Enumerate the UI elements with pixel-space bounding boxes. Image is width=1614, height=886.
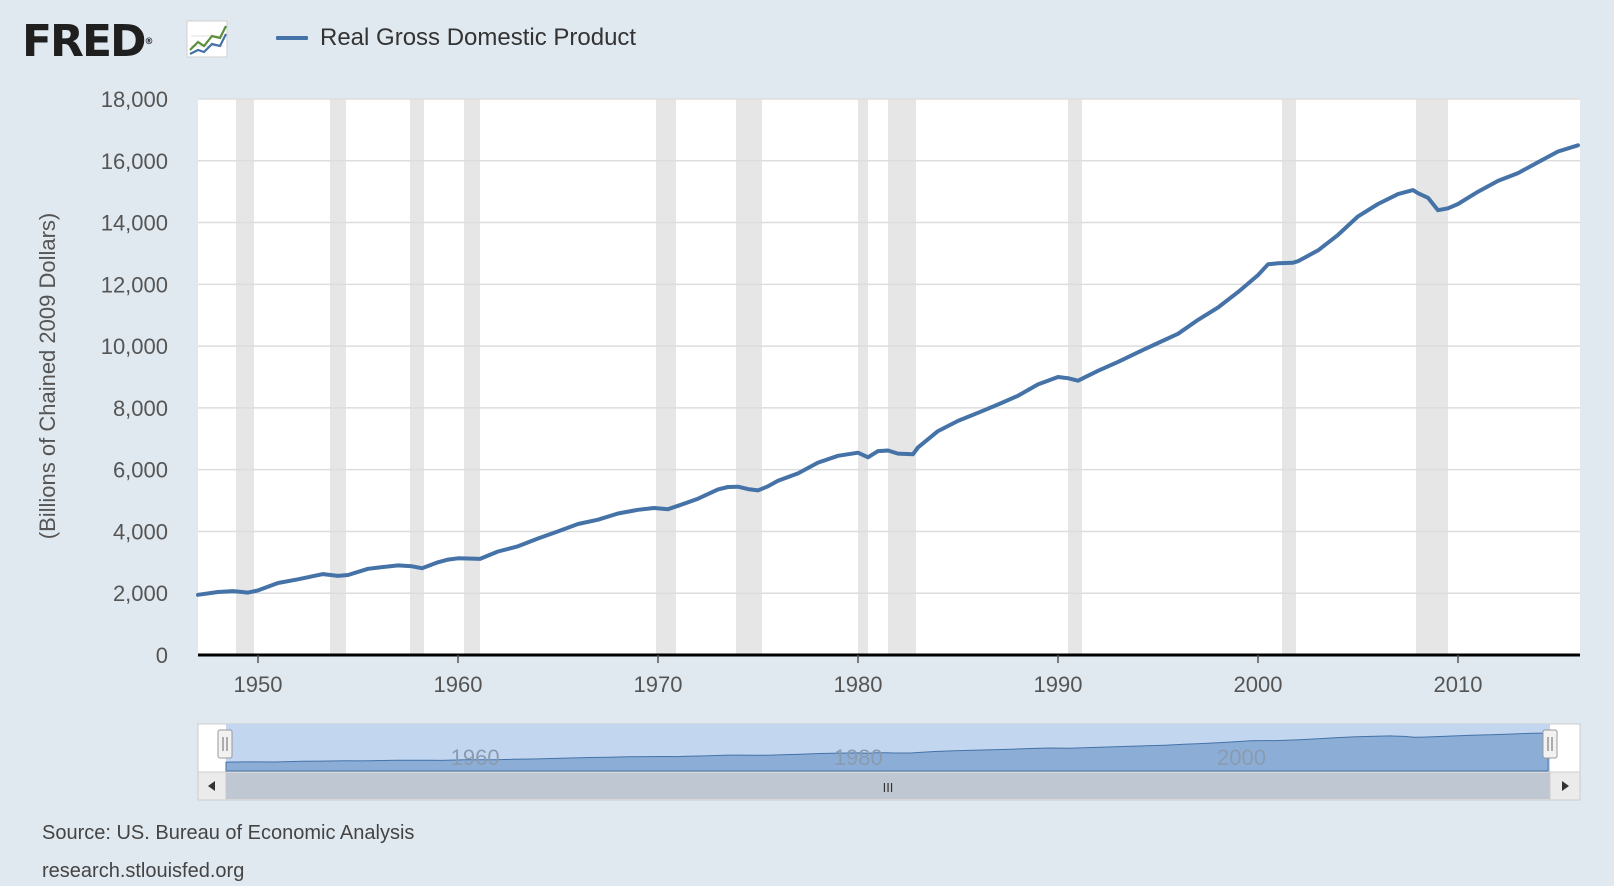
y-axis-ticks: 0 2,000 4,000 6,000 8,000 10,000 12,000 14,000 1… (101, 87, 168, 668)
y-tick-label: 6,000 (113, 458, 168, 483)
series-layer (196, 143, 1580, 597)
x-tick-label: 1960 (434, 672, 483, 697)
y-tick-label: 8,000 (113, 396, 168, 421)
y-tick-label: 18,000 (101, 87, 168, 112)
logo-text: FRED (22, 16, 147, 67)
recession-shading (236, 99, 1448, 655)
recession-band (330, 99, 346, 655)
fred-logo[interactable]: FRED® (22, 20, 154, 64)
recession-band (858, 99, 868, 655)
x-axis-ticks: 1950 1960 1970 1980 1990 2000 2010 (234, 655, 1483, 697)
legend-series-label: Real Gross Domestic Product (320, 24, 637, 51)
recession-band (656, 99, 676, 655)
navigator-left-handle[interactable] (217, 729, 233, 759)
legend-series-swatch (276, 36, 308, 40)
site-link[interactable]: research.stlouisfed.org (42, 860, 245, 882)
y-tick-label: 0 (156, 643, 168, 668)
x-tick-label: 1980 (834, 672, 883, 697)
chevron-right-icon (1562, 781, 1569, 791)
y-tick-label: 4,000 (113, 519, 168, 544)
recession-band (236, 99, 254, 655)
x-tick-label: 1970 (634, 672, 683, 697)
recession-band (1068, 99, 1082, 655)
x-tick-label: 1990 (1034, 672, 1083, 697)
scroll-left-button[interactable] (197, 771, 227, 801)
navigator-series-area (225, 732, 1549, 772)
recession-band (736, 99, 762, 655)
recession-band (888, 99, 916, 655)
series-line-real-gdp[interactable] (196, 143, 1580, 597)
navigator-year-label: 2000 (1217, 745, 1266, 770)
navigator-year-label: 1960 (451, 745, 500, 770)
y-tick-label: 12,000 (101, 272, 168, 297)
recession-band (1416, 99, 1448, 655)
chart-legend[interactable]: Real Gross Domestic Product (276, 24, 636, 52)
logo-registered-mark: ® (144, 37, 154, 47)
range-navigator[interactable]: 1960 1980 2000 III (0, 0, 1614, 820)
scrollbar-grip: III (883, 780, 894, 795)
y-tick-label: 14,000 (101, 211, 168, 236)
navigator-right-handle[interactable] (1542, 729, 1558, 759)
y-tick-label: 10,000 (101, 334, 168, 359)
recession-band (464, 99, 480, 655)
scrollbar-thumb[interactable] (226, 773, 1550, 799)
fred-graph-icon (186, 20, 228, 58)
x-tick-label: 1950 (234, 672, 283, 697)
x-tick-label: 2010 (1434, 672, 1483, 697)
y-tick-label: 2,000 (113, 581, 168, 606)
line-chart: 0 2,000 4,000 6,000 8,000 10,000 12,000 14,000 1… (101, 87, 1580, 697)
recession-band (410, 99, 424, 655)
navigator-year-labels: 1960 1980 2000 (451, 745, 1266, 770)
recession-band (1282, 99, 1296, 655)
scroll-right-button[interactable] (1549, 771, 1581, 801)
source-note: Source: US. Bureau of Economic Analysis (42, 822, 415, 844)
y-tick-label: 16,000 (101, 149, 168, 174)
navigator-year-label: 1980 (834, 745, 883, 770)
x-tick-label: 2000 (1234, 672, 1283, 697)
chevron-left-icon (208, 781, 215, 791)
